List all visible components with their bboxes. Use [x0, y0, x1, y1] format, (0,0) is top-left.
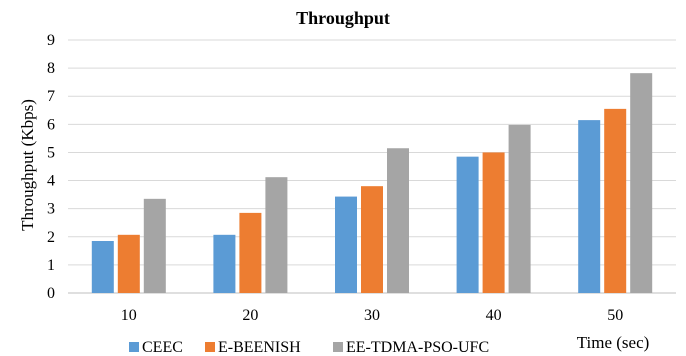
y-tick-label: 9 — [47, 32, 55, 49]
x-tick-label: 40 — [486, 307, 502, 324]
bar-ee-tdma-pso-ufc-10 — [143, 198, 166, 293]
bar-e-beenish-40 — [482, 152, 505, 293]
x-tick-label: 50 — [607, 307, 623, 324]
bar-ee-tdma-pso-ufc-40 — [508, 124, 531, 293]
legend: CEEC E-BEENISH EE-TDMA-PSO-UFC — [129, 339, 489, 356]
legend-swatch — [333, 342, 343, 352]
x-tick-label: 30 — [364, 307, 380, 324]
bar-e-beenish-20 — [239, 212, 262, 293]
x-tick-label: 10 — [121, 307, 137, 324]
bar-ee-tdma-pso-ufc-20 — [265, 177, 288, 293]
legend-label: EE-TDMA-PSO-UFC — [346, 339, 489, 356]
y-axis-label: Throughput (Kbps) — [18, 99, 37, 231]
legend-label: CEEC — [142, 339, 183, 356]
y-tick-label: 3 — [47, 201, 55, 218]
bar-e-beenish-10 — [117, 234, 140, 293]
bar-ee-tdma-pso-ufc-50 — [630, 73, 653, 293]
bar-e-beenish-50 — [604, 108, 627, 293]
bar-ceec-50 — [578, 120, 601, 293]
bar-ceec-30 — [335, 196, 357, 293]
legend-swatch — [129, 342, 139, 352]
y-tick-label: 2 — [47, 229, 55, 246]
bars — [91, 73, 653, 293]
legend-label: E-BEENISH — [218, 339, 301, 356]
y-tick-label: 4 — [47, 173, 55, 190]
bar-ceec-20 — [213, 234, 236, 293]
bar-e-beenish-30 — [361, 186, 383, 293]
bar-ee-tdma-pso-ufc-30 — [387, 148, 409, 293]
y-tick-label: 5 — [47, 144, 55, 161]
y-tick-label: 6 — [47, 116, 55, 133]
y-tick-label: 0 — [47, 285, 55, 302]
x-axis-label: Time (sec) — [577, 333, 650, 352]
x-tick-label: 20 — [242, 307, 258, 324]
bar-ceec-40 — [456, 156, 479, 293]
x-axis-ticks: 10 20 30 40 50 — [121, 307, 623, 324]
y-tick-label: 1 — [47, 257, 55, 274]
y-tick-label: 7 — [47, 88, 55, 105]
legend-swatch — [205, 342, 215, 352]
y-tick-label: 8 — [47, 60, 55, 77]
gridlines — [68, 39, 676, 294]
y-axis-ticks: 0 1 2 3 4 5 6 7 8 9 — [47, 32, 55, 302]
bar-ceec-10 — [91, 240, 114, 293]
chart-title: Throughput — [296, 8, 390, 28]
